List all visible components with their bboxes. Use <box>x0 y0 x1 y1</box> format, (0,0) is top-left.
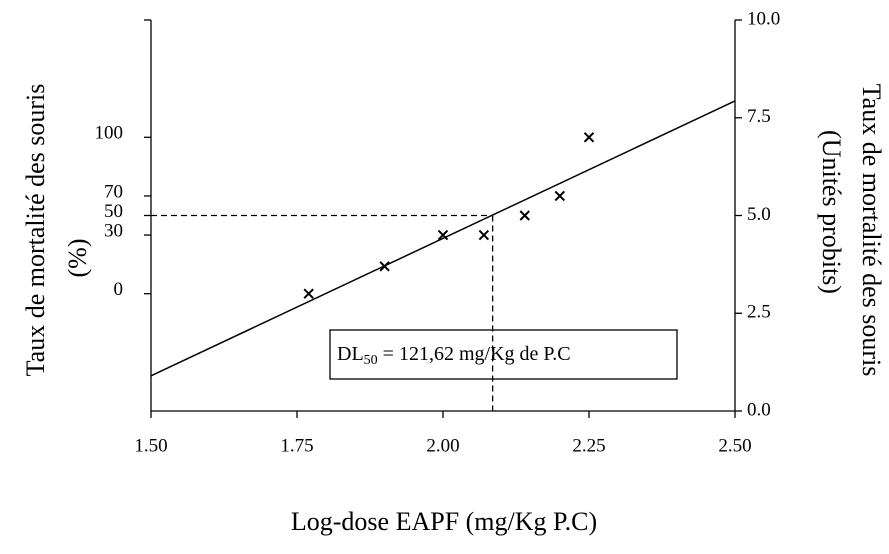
y-axis-title: Taux de mortalité des souris <box>21 84 50 377</box>
y-tick-label: 100 <box>95 123 124 144</box>
x-tick-label: 2.25 <box>572 435 605 456</box>
point <box>554 190 566 202</box>
fit-line <box>150 100 736 377</box>
point <box>379 261 390 272</box>
y2-axis-title: Taux de mortalité des souris <box>857 84 886 377</box>
x-tick-label: 1.75 <box>280 435 313 456</box>
x-tick-label: 1.50 <box>134 435 167 456</box>
y2-tick-label: 5.0 <box>747 204 771 225</box>
x-tick-label: 2.00 <box>426 435 459 456</box>
y2-axis-title: (Unités probits) <box>817 130 846 294</box>
annotation-subscript: 50 <box>364 353 378 368</box>
y-tick-label: 50 <box>104 201 123 222</box>
y2-tick-label: 2.5 <box>747 302 771 323</box>
point <box>519 210 530 221</box>
y2-tick-label: 10.0 <box>747 8 780 29</box>
point <box>437 229 449 241</box>
y-axis-title: (%) <box>63 239 92 278</box>
annotation-text: = 121,62 mg/Kg de P.C <box>378 343 571 365</box>
point <box>303 288 314 299</box>
y-tick-label: 30 <box>104 220 123 241</box>
annotation-text: DL <box>337 343 364 365</box>
y2-tick-label: 0.0 <box>747 399 771 420</box>
annotation-box <box>329 329 678 380</box>
point <box>583 132 595 143</box>
y-tick-label: 70 <box>104 181 123 202</box>
x-axis-title: Log-dose EAPF (mg/Kg P.C) <box>291 507 597 536</box>
x-tick-label: 2.50 <box>718 435 751 456</box>
annotation: DL50 = 121,62 mg/Kg de P.C <box>337 343 571 369</box>
y-tick-label: 0 <box>114 279 124 300</box>
y2-tick-label: 7.5 <box>747 106 771 127</box>
point <box>478 229 490 241</box>
